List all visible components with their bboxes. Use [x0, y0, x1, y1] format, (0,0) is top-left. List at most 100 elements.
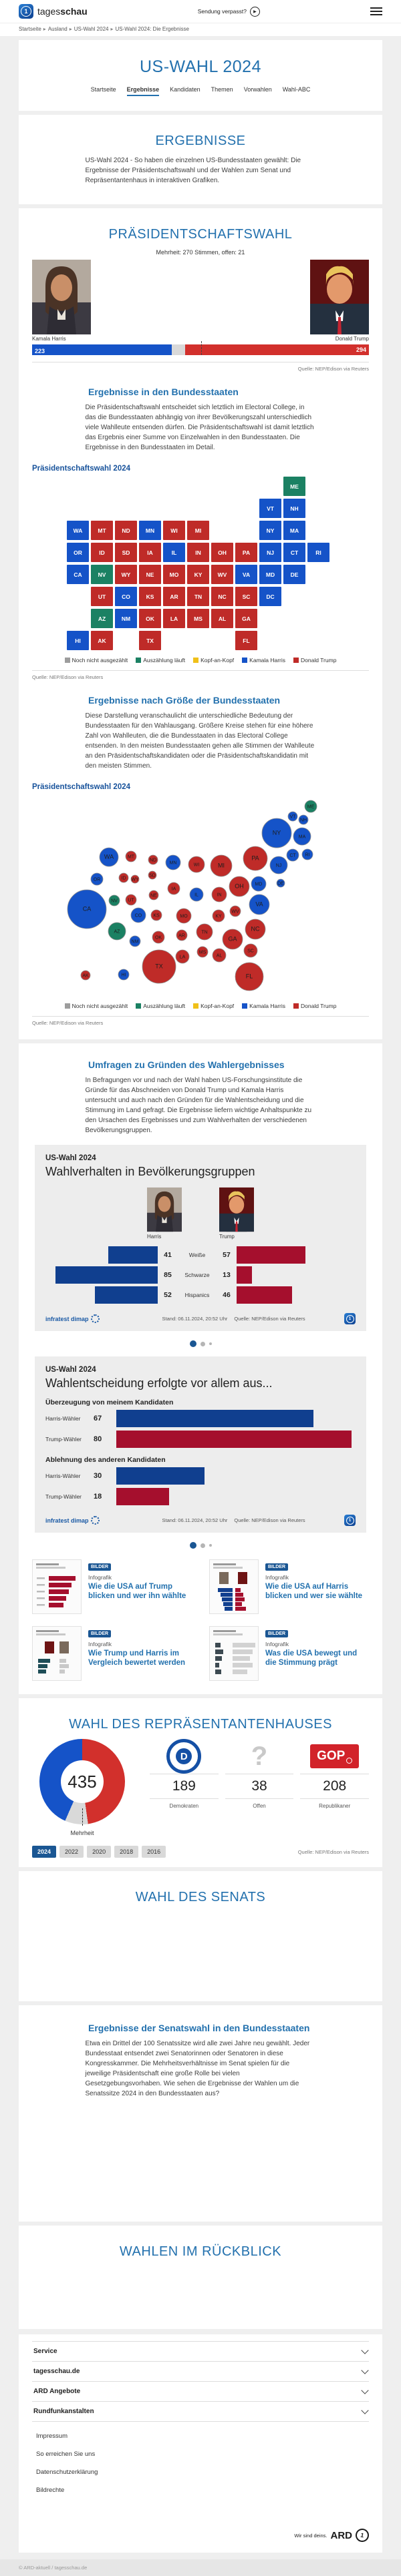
state-bubble-NE[interactable]: NE	[148, 890, 159, 900]
state-bubble-VA[interactable]: VA	[249, 894, 270, 915]
state-tile-MO[interactable]: MO	[163, 565, 185, 584]
state-tile-CO[interactable]: CO	[115, 587, 137, 606]
state-tile-DC[interactable]: DC	[259, 587, 281, 606]
footer-accordion-tagesschau-de[interactable]: tagesschau.de	[32, 2361, 369, 2381]
state-tile-HI[interactable]: HI	[67, 631, 89, 650]
state-bubble-NH[interactable]: NH	[298, 814, 309, 825]
state-bubble-PA[interactable]: PA	[243, 846, 268, 871]
state-bubble-ND[interactable]: ND	[148, 854, 158, 865]
state-tile-KS[interactable]: KS	[139, 587, 161, 606]
state-tile-MA[interactable]: MA	[283, 521, 305, 540]
state-bubble-MN[interactable]: MN	[165, 854, 181, 870]
state-bubble-WA[interactable]: WA	[99, 847, 119, 867]
carousel-dot-2[interactable]	[200, 1543, 205, 1548]
state-bubble-UT[interactable]: UT	[125, 894, 137, 906]
tab-ergebnisse[interactable]: Ergebnisse	[126, 86, 160, 96]
state-bubble-IA[interactable]: IA	[167, 882, 180, 895]
state-tile-AK[interactable]: AK	[91, 631, 113, 650]
state-bubble-KS[interactable]: KS	[150, 909, 162, 921]
state-tile-GA[interactable]: GA	[235, 609, 257, 628]
state-bubble-MT[interactable]: MT	[125, 850, 137, 862]
year-tab-2024[interactable]: 2024	[32, 1846, 57, 1858]
carousel-dot-3[interactable]	[209, 1342, 212, 1345]
state-bubble-AL[interactable]: AL	[212, 948, 227, 963]
state-tile-WY[interactable]: WY	[115, 565, 137, 584]
carousel-dot-1[interactable]	[189, 1340, 196, 1347]
breadcrumb-item[interactable]: US-Wahl 2024	[74, 26, 109, 32]
footer-accordion-ard-angebote[interactable]: ARD Angebote	[32, 2381, 369, 2401]
state-tile-IL[interactable]: IL	[163, 543, 185, 562]
tagesschau-logo[interactable]: 1 tagesschau	[19, 4, 88, 19]
state-tile-AL[interactable]: AL	[211, 609, 233, 628]
us-states-map[interactable]: ME VT NH WA MT ND MN WI MI NY MA OR ID SD IA IL IN OH PA NJ…	[67, 477, 334, 652]
state-bubble-CO[interactable]: CO	[130, 907, 146, 923]
teaser-card[interactable]: BILDER Infografik Wie Trump und Harris im …	[32, 1626, 192, 1681]
state-tile-MS[interactable]: MS	[187, 609, 209, 628]
state-tile-PA[interactable]: PA	[235, 543, 257, 562]
state-bubble-ME[interactable]: ME	[304, 800, 317, 813]
state-tile-IN[interactable]: IN	[187, 543, 209, 562]
tab-startseite[interactable]: Startseite	[90, 86, 116, 93]
state-bubble-WI[interactable]: WI	[188, 856, 205, 873]
breadcrumb-item[interactable]: Ausland	[47, 26, 68, 32]
state-tile-NJ[interactable]: NJ	[259, 543, 281, 562]
state-tile-VT[interactable]: VT	[259, 499, 281, 518]
state-tile-FL[interactable]: FL	[235, 631, 257, 650]
year-tab-2018[interactable]: 2018	[114, 1846, 139, 1858]
state-bubble-VT[interactable]: VT	[287, 811, 298, 822]
year-tab-2016[interactable]: 2016	[142, 1846, 166, 1858]
teaser-card[interactable]: BILDER Infografik Was die USA bewegt und d…	[209, 1626, 369, 1681]
state-bubble-NV[interactable]: NV	[108, 894, 120, 907]
state-bubble-NJ[interactable]: NJ	[269, 856, 288, 874]
state-bubble-AR[interactable]: AR	[176, 929, 188, 941]
state-bubble-OH[interactable]: OH	[229, 876, 250, 897]
state-tile-NC[interactable]: NC	[211, 587, 233, 606]
state-bubble-MS[interactable]: MS	[196, 946, 209, 958]
state-tile-OH[interactable]: OH	[211, 543, 233, 562]
state-tile-AZ[interactable]: AZ	[91, 609, 113, 628]
state-bubble-WY[interactable]: WY	[130, 874, 140, 884]
state-tile-CA[interactable]: CA	[67, 565, 89, 584]
breadcrumb-item[interactable]: Startseite	[19, 26, 41, 32]
state-tile-TN[interactable]: TN	[187, 587, 209, 606]
state-tile-MN[interactable]: MN	[139, 521, 161, 540]
state-bubble-IN[interactable]: IN	[211, 886, 227, 903]
play-icon[interactable]: ▶	[249, 6, 260, 17]
teaser-card[interactable]: BILDER Infografik Wie die USA auf Harris b…	[209, 1559, 369, 1614]
state-tile-AR[interactable]: AR	[163, 587, 185, 606]
state-bubble-TN[interactable]: TN	[196, 923, 213, 941]
state-tile-NY[interactable]: NY	[259, 521, 281, 540]
carousel-dot-3[interactable]	[209, 1544, 212, 1547]
state-bubble-AK[interactable]: AK	[80, 970, 91, 981]
breadcrumb-item[interactable]: US-Wahl 2024: Die Ergebnisse	[115, 26, 189, 32]
state-bubble-MD[interactable]: MD	[251, 876, 267, 892]
state-tile-RI[interactable]: RI	[307, 543, 329, 562]
state-bubble-GA[interactable]: GA	[222, 929, 243, 950]
state-tile-LA[interactable]: LA	[163, 609, 185, 628]
state-tile-VA[interactable]: VA	[235, 565, 257, 584]
footer-link-so-erreichen-sie-uns[interactable]: So erreichen Sie uns	[36, 2451, 96, 2458]
state-tile-NH[interactable]: NH	[283, 499, 305, 518]
state-tile-NM[interactable]: NM	[115, 609, 137, 628]
state-tile-WI[interactable]: WI	[163, 521, 185, 540]
state-bubble-IL[interactable]: IL	[189, 887, 204, 902]
state-tile-NV[interactable]: NV	[91, 565, 113, 584]
state-bubble-WV[interactable]: WV	[229, 905, 241, 917]
state-tile-ND[interactable]: ND	[115, 521, 137, 540]
state-bubble-SD[interactable]: SD	[148, 870, 157, 880]
tab-themen[interactable]: Themen	[211, 86, 233, 93]
state-tile-WV[interactable]: WV	[211, 565, 233, 584]
tab-vorwahlen[interactable]: Vorwahlen	[243, 86, 272, 93]
state-bubble-HI[interactable]: HI	[118, 969, 130, 981]
state-tile-ME[interactable]: ME	[283, 477, 305, 496]
state-bubble-MA[interactable]: MA	[293, 827, 311, 846]
footer-link-bildrechte[interactable]: Bildrechte	[36, 2487, 65, 2494]
state-bubble-NC[interactable]: NC	[245, 919, 266, 940]
footer-accordion-rundfunkanstalten[interactable]: Rundfunkanstalten	[32, 2401, 369, 2422]
state-bubble-ID[interactable]: ID	[118, 872, 129, 883]
state-tile-MD[interactable]: MD	[259, 565, 281, 584]
state-tile-SC[interactable]: SC	[235, 587, 257, 606]
state-bubble-RI[interactable]: RI	[301, 848, 313, 860]
state-bubble-MI[interactable]: MI	[210, 854, 233, 877]
state-tile-DE[interactable]: DE	[283, 565, 305, 584]
